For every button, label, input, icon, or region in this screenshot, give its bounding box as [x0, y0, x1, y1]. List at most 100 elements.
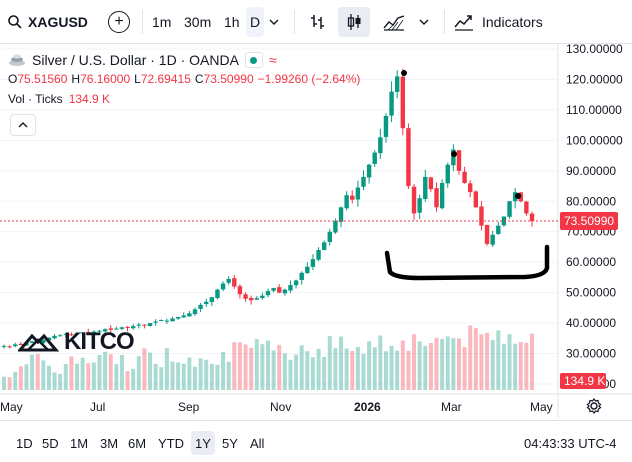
symbol-search[interactable]: XAGUSD	[8, 7, 88, 37]
candle-body	[7, 346, 12, 348]
candle-body	[170, 318, 175, 322]
candle-body	[333, 221, 338, 233]
search-icon	[8, 15, 22, 29]
candle-body	[192, 309, 198, 315]
volume-bar	[333, 348, 338, 390]
candle-body	[209, 297, 215, 303]
chart-type-dropdown[interactable]	[412, 7, 436, 37]
range-1d[interactable]: 1D	[16, 435, 33, 451]
volume-bar	[243, 344, 248, 390]
area-chart-icon	[383, 15, 405, 31]
timeframe-1h[interactable]: 1h	[224, 14, 240, 30]
candle-body	[119, 327, 125, 329]
range-all[interactable]: All	[250, 435, 265, 451]
candle-body	[108, 328, 113, 330]
candle-body	[52, 335, 57, 339]
volume-bar	[176, 362, 181, 390]
candles-style-button[interactable]	[338, 7, 370, 37]
candle-body	[80, 332, 85, 334]
volume-bar	[75, 363, 80, 390]
price-chart[interactable]: 130.00000 120.00000 110.00000 100.00000 90.0…	[0, 44, 632, 418]
volume-bar	[58, 373, 63, 390]
timeframe-1m[interactable]: 1m	[152, 14, 172, 30]
volume-bar	[350, 351, 355, 390]
collapse-legend-button[interactable]	[10, 114, 36, 136]
area-style-button[interactable]	[378, 7, 410, 37]
range-1m[interactable]: 1M	[70, 435, 89, 451]
timeframe-dropdown[interactable]	[262, 7, 286, 37]
volume-bar	[164, 348, 169, 390]
price-tick-label: 40.00000	[566, 316, 616, 330]
candle-body	[445, 164, 450, 184]
compare-add-button[interactable]: +	[108, 11, 130, 33]
volume-bar	[485, 332, 490, 390]
volume-bar	[198, 358, 203, 390]
peak-marker	[401, 70, 407, 76]
volume-bar	[69, 356, 74, 390]
range-5d[interactable]: 5D	[42, 435, 59, 451]
candle-body	[97, 330, 102, 332]
volume-bar	[428, 343, 433, 390]
volume-bar	[125, 371, 130, 390]
candle-body	[86, 331, 91, 334]
candle-body	[260, 295, 265, 299]
volume-bar	[400, 340, 405, 390]
chevron-down-icon	[269, 19, 279, 25]
clock[interactable]: 04:43:33 UTC-4	[524, 435, 617, 451]
volume-bar	[114, 364, 119, 390]
volume-bar	[181, 363, 186, 390]
timeframe-d[interactable]: D	[246, 7, 265, 37]
indicators-button[interactable]: Indicators	[454, 7, 543, 37]
candle-body	[378, 137, 383, 154]
volume-bar	[30, 354, 35, 390]
candle-body	[406, 128, 411, 187]
candle-body	[310, 259, 316, 267]
bars-icon	[311, 15, 324, 29]
volume-bar	[232, 342, 237, 390]
candle-body	[529, 213, 535, 222]
range-3m[interactable]: 3M	[100, 435, 119, 451]
range-1y[interactable]: 1Y	[191, 431, 215, 455]
volume-bar	[41, 360, 46, 390]
range-6m[interactable]: 6M	[128, 435, 147, 451]
candle-body	[159, 320, 164, 322]
candle-body	[215, 289, 220, 298]
candle-body	[57, 335, 63, 337]
volume-bar	[412, 334, 417, 390]
volume-bar	[451, 337, 456, 390]
time-tick-label: Mar	[441, 400, 462, 414]
candle-body	[153, 321, 158, 323]
volume-bar	[266, 340, 270, 390]
market-status[interactable]	[244, 52, 263, 68]
volume-bar	[35, 353, 40, 390]
candle-body	[41, 339, 46, 344]
volume-bar	[97, 355, 102, 390]
timeframe-30m[interactable]: 30m	[184, 14, 212, 30]
candle-body	[344, 195, 349, 209]
candle-body	[434, 188, 439, 208]
volume-value: 134.9 K	[68, 92, 111, 106]
range-ytd[interactable]: YTD	[158, 435, 184, 451]
volume-bar	[86, 363, 91, 390]
volume-bar	[389, 345, 394, 390]
volume-bar	[282, 353, 287, 390]
hand-drawn-base	[384, 244, 550, 281]
volume-bar	[131, 368, 136, 390]
chart-settings-button[interactable]	[585, 397, 603, 415]
candle-body	[63, 333, 68, 335]
approx-icon: ≈	[268, 52, 277, 68]
range-5y[interactable]: 5Y	[222, 435, 238, 451]
volume-bar	[513, 343, 518, 390]
time-tick-label: May	[0, 400, 23, 414]
volume-legend: Vol · Ticks 134.9 K	[8, 92, 110, 106]
volume-bar	[462, 347, 467, 390]
candle-body	[524, 201, 529, 214]
volume-bar	[46, 365, 51, 390]
current-volume-label: 134.9 K	[564, 374, 605, 388]
candle-body	[321, 242, 327, 250]
candle-body	[501, 216, 507, 226]
candle-body	[243, 294, 248, 299]
bar-style-button[interactable]	[302, 7, 334, 37]
price-tick-label: 50.00000	[566, 286, 616, 300]
candle-body	[394, 76, 400, 92]
